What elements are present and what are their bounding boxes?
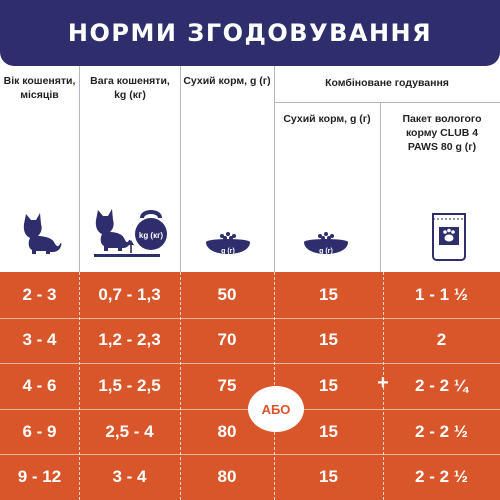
cell-wet: 2 - 2 ½ bbox=[415, 421, 468, 441]
column-divider bbox=[180, 66, 181, 272]
cell-wet: 1 - 1 ½ bbox=[415, 284, 468, 304]
table-row: 4 - 6 1,5 - 2,5 75 15 2 - 2 ¼ bbox=[0, 363, 500, 409]
cell-age: 9 - 12 bbox=[17, 467, 62, 487]
column-header-wet-food: Пакет вологого корму CLUB 4 PAWS 80 g (г… bbox=[402, 113, 482, 153]
kitten-icon bbox=[23, 213, 62, 254]
cell-dry: 80 bbox=[217, 421, 237, 441]
cell-combined-dry: 15 bbox=[319, 421, 338, 441]
column-divider bbox=[79, 66, 80, 272]
table-row: 3 - 4 1,2 - 2,3 70 15 2 bbox=[0, 318, 500, 364]
page-header: НОРМИ ЗГОДОВУВАННЯ bbox=[0, 0, 500, 66]
cell-weight: 1,5 - 2,5 bbox=[98, 375, 161, 395]
kettlebell-label: kg (кг) bbox=[139, 231, 164, 240]
column-header-age: Вік кошеняти, місяців bbox=[3, 75, 76, 101]
cell-dry: 75 bbox=[217, 375, 237, 395]
cell-combined-dry: 15 bbox=[319, 467, 338, 487]
cell-wet: 2 - 2 ¼ bbox=[415, 375, 468, 395]
cell-weight: 1,2 - 2,3 bbox=[98, 330, 161, 350]
cell-wet: 2 - 2 ½ bbox=[415, 467, 468, 487]
row-separator bbox=[0, 317, 500, 319]
wet-food-pouch-icon bbox=[432, 213, 466, 261]
cell-age: 2 - 3 bbox=[22, 284, 57, 304]
cell-wet: 2 bbox=[436, 330, 447, 350]
cell-dry: 80 bbox=[217, 467, 237, 487]
row-separator bbox=[0, 363, 500, 365]
cell-combined-dry: 15 bbox=[319, 330, 338, 350]
column-divider bbox=[380, 102, 381, 272]
column-header-combined: Комбіноване годування bbox=[325, 77, 449, 89]
or-badge: АБО bbox=[248, 386, 304, 432]
row-separator bbox=[0, 454, 500, 456]
column-header-combined-dry: Сухий корм, g (г) bbox=[283, 113, 371, 125]
cell-age: 6 - 9 bbox=[22, 421, 57, 441]
cell-weight: 2,5 - 4 bbox=[105, 421, 154, 441]
cell-age: 3 - 4 bbox=[22, 330, 57, 350]
bowl-label: g (г) bbox=[319, 248, 333, 255]
kitten-weight-icon: kg (кг) bbox=[94, 209, 167, 257]
table-header: Вік кошеняти, місяців Вага кошеняти, kg … bbox=[0, 66, 500, 272]
table-row: 2 - 3 0,7 - 1,3 50 15 1 - 1 ½ bbox=[0, 272, 500, 318]
column-divider bbox=[274, 66, 275, 272]
column-divider bbox=[383, 272, 384, 500]
row-divider bbox=[274, 102, 500, 103]
plus-sign: + bbox=[377, 372, 389, 394]
table-row: 9 - 12 3 - 4 80 15 2 - 2 ½ bbox=[0, 454, 500, 500]
cell-combined-dry: 15 bbox=[319, 375, 338, 395]
bowl-label: g (г) bbox=[221, 248, 235, 255]
cell-combined-dry: 15 bbox=[319, 284, 338, 304]
column-header-weight: Вага кошеняти, kg (кг) bbox=[90, 75, 170, 101]
food-bowl-icon: g (г) bbox=[304, 232, 348, 255]
feeding-table-body bbox=[0, 272, 500, 500]
column-divider bbox=[180, 272, 181, 500]
cell-dry: 50 bbox=[217, 284, 237, 304]
column-divider bbox=[79, 272, 80, 500]
cell-weight: 3 - 4 bbox=[112, 467, 147, 487]
food-bowl-icon: g (г) bbox=[206, 232, 250, 255]
cell-weight: 0,7 - 1,3 bbox=[98, 284, 161, 304]
cell-dry: 70 bbox=[217, 330, 237, 350]
page-title: НОРМИ ЗГОДОВУВАННЯ bbox=[67, 19, 433, 47]
column-header-dry-food: Сухий корм, g (г) bbox=[183, 75, 271, 87]
table-row: 6 - 9 2,5 - 4 80 15 2 - 2 ½ bbox=[0, 409, 500, 455]
cell-age: 4 - 6 bbox=[22, 375, 57, 395]
